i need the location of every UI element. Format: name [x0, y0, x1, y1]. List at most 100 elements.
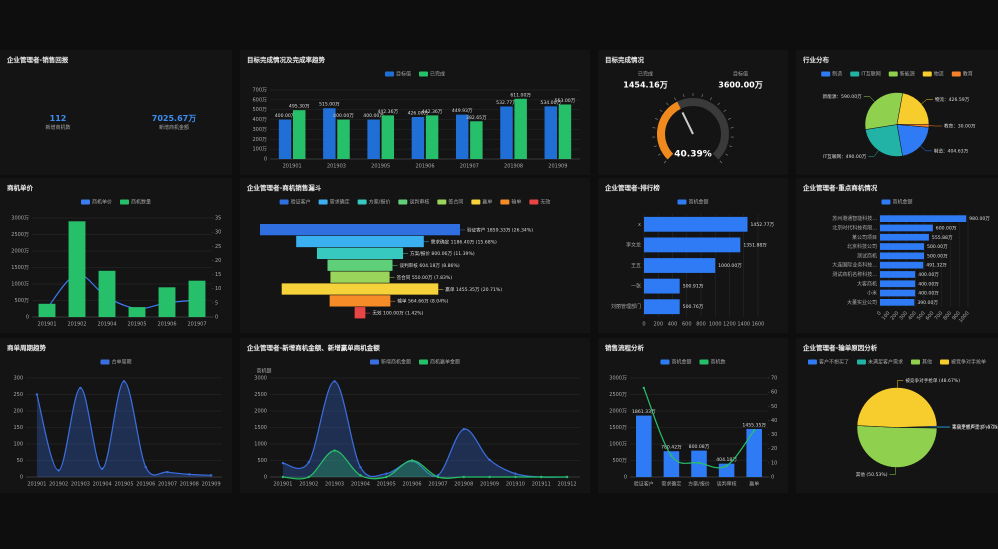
- panel-title: 企业管理者-新增商机金额、新增赢单商机金额: [246, 343, 380, 352]
- line-point: [670, 454, 673, 457]
- bar: [880, 261, 924, 269]
- panel-title: 目标完成情况及完成率趋势: [247, 55, 326, 64]
- data-label: 404.18万: [716, 457, 737, 463]
- y-tick-label: 测试商机名称科技...: [832, 271, 877, 278]
- gauge-decor: [701, 94, 703, 98]
- x-tick-label: 201907: [428, 482, 447, 488]
- line-point: [101, 467, 104, 470]
- bar: [880, 252, 924, 260]
- legend-label: 赢单: [482, 199, 492, 206]
- y-tick-label: 500万: [14, 298, 29, 304]
- x-tick-label: 201901: [283, 164, 302, 170]
- data-label: 600.00万: [936, 225, 957, 231]
- panel-background: [598, 178, 788, 333]
- line-point: [565, 475, 569, 479]
- bar: [880, 224, 933, 232]
- data-label: 400.00万: [333, 113, 354, 119]
- x-tick-label: 201905: [371, 164, 390, 170]
- bar: [337, 119, 350, 159]
- data-label: 780.42万: [661, 445, 682, 451]
- legend: 合单周期: [100, 359, 132, 366]
- bar: [278, 119, 292, 159]
- line: [282, 449, 568, 480]
- legend-label: 商机数量: [131, 199, 151, 206]
- gauge-decor: [674, 97, 677, 101]
- pie-slice: [864, 92, 904, 130]
- line-point: [753, 429, 756, 432]
- x-tick-label: 201904: [93, 482, 112, 488]
- line-point: [725, 464, 728, 467]
- line-point: [144, 465, 147, 469]
- data-label: 500.76万: [683, 304, 704, 310]
- bar: [880, 299, 915, 306]
- bar: [292, 110, 306, 159]
- x-tick-label: 201904: [97, 322, 116, 328]
- y-tick-label: 50: [17, 458, 23, 464]
- y-tick-label: 李文龙: [626, 241, 641, 248]
- legend: 制造 IT互联网 新能源 物流 教育: [821, 71, 973, 78]
- data-label: 其他 (50.53%): [856, 471, 888, 478]
- bar: [880, 243, 924, 250]
- bar: [644, 299, 680, 315]
- x-tick-label: 201902: [49, 482, 68, 488]
- line-point: [333, 380, 336, 383]
- x-tick-label: 201909: [202, 482, 221, 488]
- data-label: 500.91万: [683, 284, 704, 290]
- gauge-item-value: 3600.00万: [718, 81, 762, 90]
- legend-swatch: [437, 199, 447, 205]
- line-point: [436, 475, 440, 479]
- funnel-layer: [329, 295, 391, 307]
- data-label: 谈判审核 604.18万 (8.86%): [399, 262, 459, 269]
- data-label: 新能源：590.00万: [823, 93, 862, 100]
- legend-swatch: [384, 71, 394, 77]
- legend-swatch: [369, 359, 379, 365]
- pie-slice: [896, 123, 930, 128]
- data-label: 赢单 1455.35万 (20.71%): [445, 286, 502, 293]
- data-label: 输单 564.66万 (8.04%): [397, 298, 448, 305]
- y-tick-label: 250: [13, 392, 23, 398]
- legend-swatch: [357, 199, 367, 205]
- x-tick-label: 201906: [415, 164, 434, 170]
- x-tick-label: 验证客户: [634, 481, 654, 488]
- y-tick-label: 0: [26, 315, 29, 321]
- data-label: 400.00万: [918, 291, 939, 297]
- panel-title: 企业管理者-销售回报: [6, 55, 69, 64]
- legend-swatch: [850, 71, 860, 77]
- legend-label: 验证客户: [291, 199, 311, 206]
- gauge-decor: [725, 153, 729, 156]
- gauge-item-label: 目标值: [733, 71, 748, 78]
- legend-swatch: [529, 199, 539, 205]
- label-leader: [889, 467, 896, 475]
- gauge-decor: [727, 118, 731, 120]
- x-tick-label: 200: [653, 322, 663, 328]
- legend-label: 商机金额: [688, 199, 708, 206]
- pie-slice: [896, 92, 930, 125]
- bar: [636, 415, 652, 477]
- x-tick-label: 赢单: [749, 481, 759, 488]
- x-tick-label: 300: [898, 310, 909, 321]
- panel-title: 商机单价: [7, 183, 34, 192]
- legend-swatch: [807, 359, 817, 365]
- gauge-value-label: 40.39%: [674, 150, 712, 160]
- funnel-layer: [296, 235, 424, 248]
- x-tick-label: 201905: [114, 482, 133, 488]
- gauge-item-label: 已完成: [638, 71, 653, 78]
- x-tick-label: 201908: [454, 482, 473, 488]
- legend-swatch: [922, 71, 932, 77]
- line-area: [36, 381, 212, 477]
- data-label: 442.36万: [377, 109, 398, 115]
- legend: 验证客户 需求确定 方案/报价 谈判审核 签合同 赢单 输单 无效: [279, 199, 550, 206]
- panel-title: 商单周期趋势: [7, 343, 47, 352]
- line-point: [385, 475, 388, 479]
- y-tick-label: 1500万: [609, 425, 627, 431]
- line-point: [307, 460, 310, 464]
- data-label: 400.00万: [918, 281, 939, 287]
- x-tick-label: 201907: [460, 164, 479, 170]
- data-label: 1351.88万: [743, 242, 767, 248]
- panel-background: [598, 50, 788, 175]
- label-leader: [921, 99, 933, 105]
- x-tick-label: 201912: [558, 482, 577, 488]
- x-tick-label: 201911: [532, 482, 551, 488]
